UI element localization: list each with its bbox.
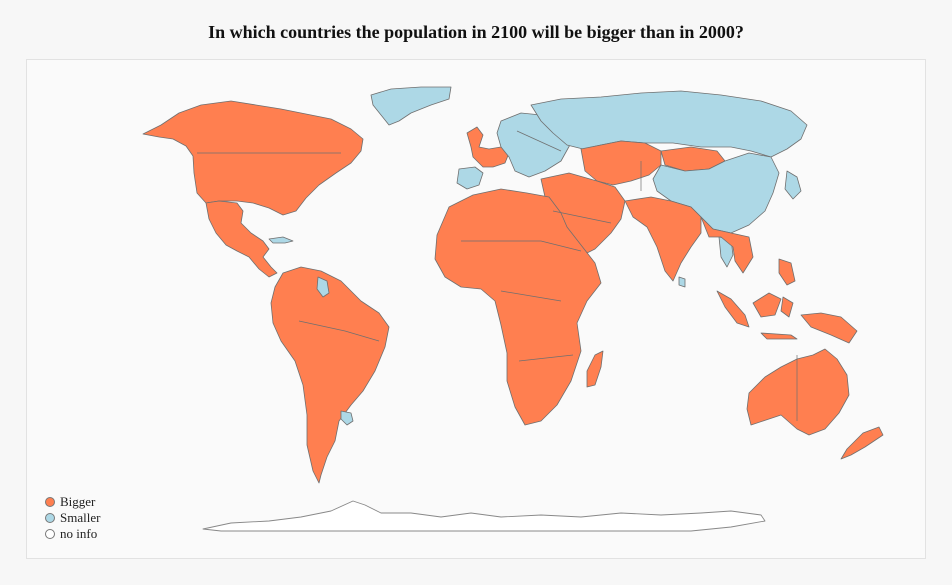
region-cuba bbox=[268, 236, 294, 244]
region-russia bbox=[530, 90, 808, 158]
region-central-asia bbox=[580, 140, 662, 186]
region-greenland bbox=[370, 86, 452, 126]
region-antarctica bbox=[202, 500, 766, 532]
map-legend: Bigger Smaller no info bbox=[45, 494, 100, 542]
region-southeast-asia bbox=[700, 216, 754, 274]
map-title: In which countries the population in 210… bbox=[208, 22, 744, 42]
legend-label-bigger: Bigger bbox=[60, 494, 96, 509]
region-central-america bbox=[205, 200, 278, 278]
country-borders bbox=[197, 130, 798, 421]
region-japan bbox=[784, 170, 802, 200]
region-africa bbox=[434, 188, 602, 426]
legend-swatch-bigger bbox=[45, 497, 55, 507]
region-new-zealand bbox=[840, 426, 884, 460]
region-guyana bbox=[316, 276, 330, 298]
legend-label-no-info: no info bbox=[60, 526, 98, 541]
region-south-america bbox=[270, 266, 390, 484]
legend-item-bigger: Bigger bbox=[45, 494, 100, 510]
legend-item-no-info: no info bbox=[45, 526, 100, 542]
legend-swatch-smaller bbox=[45, 513, 55, 523]
region-china bbox=[652, 152, 780, 234]
region-uruguay bbox=[340, 410, 354, 426]
map-frame bbox=[26, 59, 926, 559]
region-indonesia bbox=[716, 258, 858, 344]
legend-swatch-no-info bbox=[45, 529, 55, 539]
region-sri-lanka bbox=[678, 276, 686, 288]
legend-item-smaller: Smaller bbox=[45, 510, 100, 526]
region-north-america bbox=[142, 100, 364, 216]
region-madagascar bbox=[586, 350, 604, 388]
legend-label-smaller: Smaller bbox=[60, 510, 101, 525]
region-australia bbox=[746, 348, 850, 436]
region-south-asia bbox=[624, 196, 702, 282]
region-iberia bbox=[456, 166, 484, 190]
